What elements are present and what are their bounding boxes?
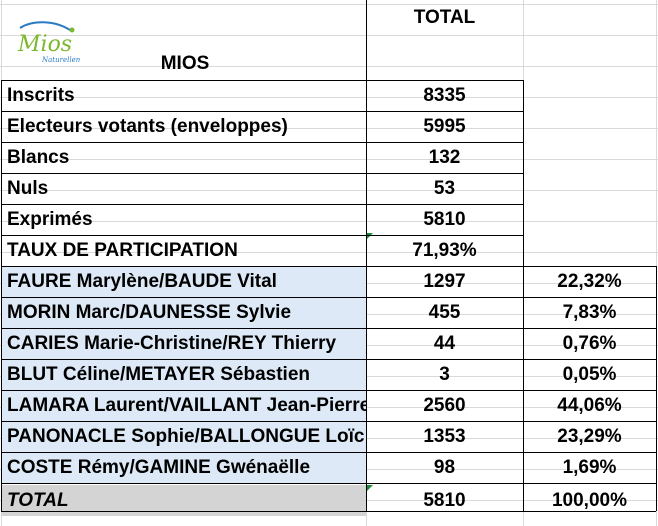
candidate-percent[interactable]: 23,29% bbox=[557, 425, 622, 447]
gridline bbox=[0, 97, 658, 98]
gridline bbox=[656, 0, 657, 526]
border-line bbox=[1, 328, 656, 329]
logo-word: Mios bbox=[17, 32, 72, 57]
summary-label[interactable]: Inscrits bbox=[7, 84, 75, 106]
candidate-votes[interactable]: 2560 bbox=[423, 394, 466, 416]
formula-indicator bbox=[367, 485, 373, 491]
border-line bbox=[366, 266, 367, 511]
border-line bbox=[1, 297, 656, 298]
border-line bbox=[1, 111, 523, 112]
gridline bbox=[0, 221, 658, 222]
gridline bbox=[0, 4, 658, 5]
summary-label[interactable]: Electeurs votants (enveloppes) bbox=[7, 115, 288, 137]
logo-tagline: Naturellement bbox=[41, 56, 80, 64]
formula-indicator bbox=[367, 233, 373, 239]
candidate-name[interactable]: BLUT Céline/METAYER Sébastien bbox=[1, 359, 366, 390]
candidate-percent[interactable]: 22,32% bbox=[557, 270, 622, 292]
border-line bbox=[523, 80, 524, 266]
candidate-name[interactable]: COSTE Rémy/GAMINE Gwénaëlle bbox=[1, 452, 366, 483]
gridline bbox=[0, 252, 658, 253]
summary-value[interactable]: 5810 bbox=[423, 208, 466, 230]
border-line bbox=[1, 235, 523, 236]
candidate-votes[interactable]: 1353 bbox=[423, 425, 466, 447]
candidate-votes[interactable]: 44 bbox=[433, 332, 456, 354]
border-line bbox=[656, 266, 657, 511]
gridline bbox=[0, 128, 658, 129]
candidate-votes[interactable]: 3 bbox=[439, 363, 450, 385]
commune-name[interactable]: MIOS bbox=[160, 53, 210, 74]
candidate-votes[interactable]: 98 bbox=[433, 456, 456, 478]
candidate-name[interactable]: CARIES Marie-Christine/REY Thierry bbox=[1, 328, 366, 359]
border-line bbox=[1, 204, 523, 205]
candidate-percent[interactable]: 44,06% bbox=[557, 394, 622, 416]
candidate-name[interactable]: MORIN Marc/DAUNESSE Sylvie bbox=[1, 297, 366, 328]
candidate-name[interactable]: PANONACLE Sophie/BALLONGUE Loïc bbox=[1, 421, 366, 452]
border-line bbox=[1, 452, 656, 453]
border-line bbox=[1, 421, 656, 422]
border-line bbox=[1, 80, 2, 266]
summary-label[interactable]: TAUX DE PARTICIPATION bbox=[7, 239, 238, 261]
total-row-percent[interactable]: 100,00% bbox=[551, 489, 627, 511]
summary-value[interactable]: 53 bbox=[433, 177, 456, 199]
total-header[interactable]: TOTAL bbox=[413, 7, 476, 28]
gridline bbox=[0, 66, 658, 67]
candidate-votes[interactable]: 455 bbox=[428, 301, 461, 323]
summary-label[interactable]: Exprimés bbox=[7, 208, 93, 230]
gridline bbox=[0, 159, 658, 160]
border-line bbox=[1, 390, 656, 391]
summary-value[interactable]: 5995 bbox=[423, 115, 466, 137]
border-line bbox=[1, 80, 523, 81]
summary-label[interactable]: Blancs bbox=[7, 146, 70, 168]
candidate-percent[interactable]: 0,05% bbox=[562, 363, 617, 385]
summary-value[interactable]: 71,93% bbox=[412, 239, 477, 261]
border-line bbox=[1, 142, 523, 143]
border-line bbox=[1, 266, 656, 267]
total-row-votes[interactable]: 5810 bbox=[423, 489, 466, 511]
gridline bbox=[0, 35, 658, 36]
mios-logo-icon: Mios Naturellement bbox=[17, 21, 80, 64]
border-line bbox=[366, 80, 367, 266]
border-line bbox=[1, 266, 2, 511]
border-line bbox=[1, 173, 523, 174]
candidate-name[interactable]: FAURE Marylène/BAUDE Vital bbox=[1, 266, 366, 297]
border-line bbox=[1, 483, 656, 484]
candidate-votes[interactable]: 1297 bbox=[423, 270, 466, 292]
border-line bbox=[1, 359, 656, 360]
total-row-label[interactable]: TOTAL bbox=[1, 485, 366, 516]
candidate-percent[interactable]: 1,69% bbox=[562, 456, 617, 478]
summary-value[interactable]: 132 bbox=[428, 146, 461, 168]
border-line bbox=[1, 511, 656, 512]
border-line bbox=[523, 266, 524, 511]
candidate-name[interactable]: LAMARA Laurent/VAILLANT Jean-Pierre bbox=[1, 390, 366, 421]
summary-label[interactable]: Nuls bbox=[7, 177, 49, 199]
border-line bbox=[366, 0, 367, 80]
summary-value[interactable]: 8335 bbox=[423, 84, 466, 106]
gridline bbox=[0, 190, 658, 191]
candidate-percent[interactable]: 0,76% bbox=[562, 332, 617, 354]
candidate-percent[interactable]: 7,83% bbox=[562, 301, 617, 323]
